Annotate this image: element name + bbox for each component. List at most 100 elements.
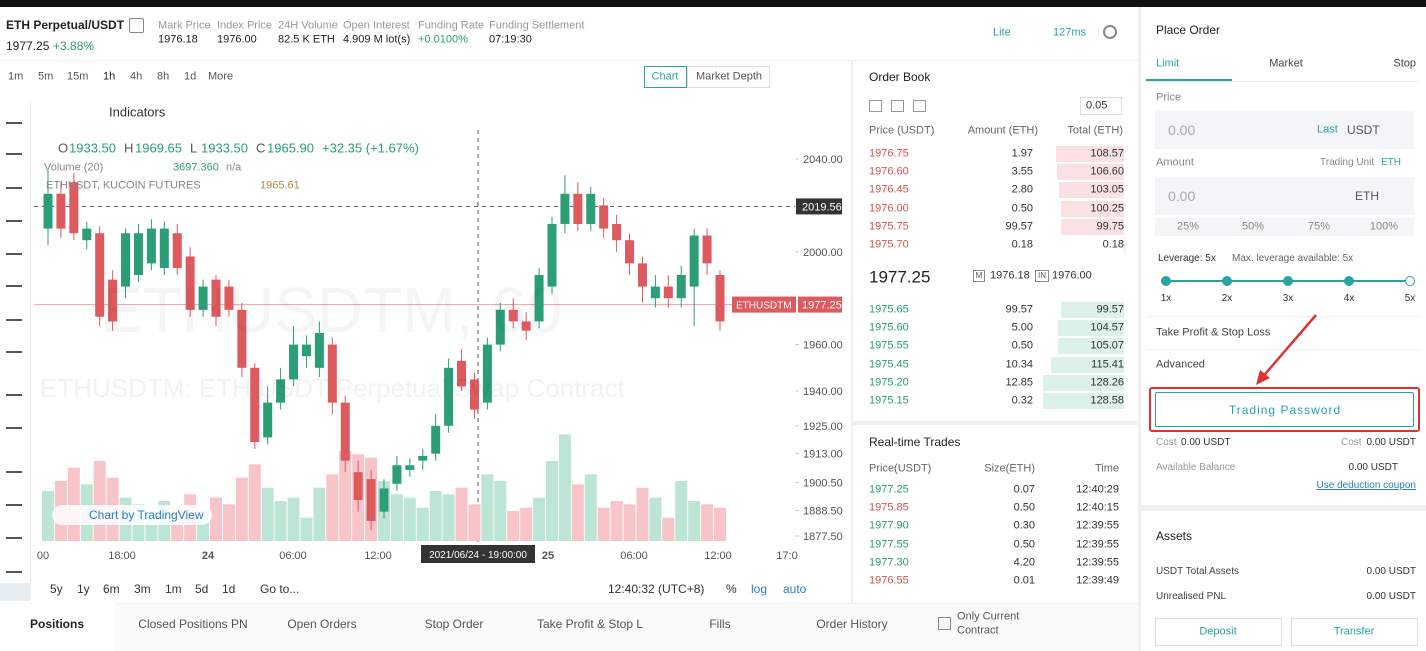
log-toggle[interactable]: log xyxy=(751,582,768,596)
ask-total: 108.57 xyxy=(1090,147,1124,160)
y-tick-label: 1940.00 xyxy=(803,386,843,398)
volume-bar xyxy=(468,504,481,541)
range[interactable]: 1y xyxy=(77,582,90,596)
arrow-head xyxy=(1256,370,1270,385)
percent[interactable]: 25% xyxy=(1176,220,1200,233)
divider xyxy=(853,421,1138,425)
index-price: 1976.00 xyxy=(1052,269,1092,282)
bid-amount: 5.00 xyxy=(1011,321,1033,334)
view-tab-active xyxy=(644,66,687,88)
volume-bar xyxy=(222,504,235,541)
ask-price: 1976.45 xyxy=(869,183,909,196)
auto-toggle[interactable]: auto xyxy=(783,582,807,596)
candle-body xyxy=(547,223,557,287)
volume-bar xyxy=(533,497,546,541)
volume-value: 3697.360 xyxy=(173,161,219,174)
bottom-tabs xyxy=(0,603,1138,651)
depth-bar xyxy=(1060,200,1124,217)
amount-input[interactable]: 0.00 xyxy=(1168,188,1196,204)
goto[interactable]: Go to... xyxy=(260,582,300,596)
bottom-tab[interactable]: Open Orders xyxy=(287,617,357,631)
indicators[interactable]: Indicators xyxy=(109,104,166,120)
bottom-tab[interactable]: Take Profit & Stop L xyxy=(536,617,644,631)
range[interactable]: 5y xyxy=(50,582,63,596)
cost-value: 0.00 USDT xyxy=(1366,437,1416,448)
tool-icon xyxy=(6,177,22,189)
panel-title: Order Book xyxy=(869,70,931,84)
tag-box xyxy=(1035,270,1049,282)
trade-size: 0.50 xyxy=(1013,501,1035,514)
depth-bar xyxy=(1057,338,1124,355)
interval[interactable]: 15m xyxy=(67,70,89,83)
tpsl-toggle[interactable]: Take Profit & Stop Loss xyxy=(1156,326,1271,339)
stat-label: Index Price xyxy=(217,19,273,32)
stat-value: 07:19:30 xyxy=(489,33,532,46)
stat-value: +0.0100% xyxy=(418,33,468,46)
order-tab[interactable]: Stop xyxy=(1393,57,1416,70)
advanced-toggle[interactable]: Advanced xyxy=(1156,358,1205,371)
stat-value: 4.909 M lot(s) xyxy=(343,33,411,46)
interval[interactable]: 1d xyxy=(184,70,197,83)
candle-body xyxy=(444,367,454,426)
transfer-label[interactable]: Transfer xyxy=(1333,625,1375,638)
last-name-box xyxy=(732,296,796,313)
interval[interactable]: 1m xyxy=(8,70,24,83)
range[interactable]: 6m xyxy=(103,582,120,596)
view-tab[interactable]: Market Depth xyxy=(695,70,763,83)
bottom-tab[interactable]: Positions xyxy=(29,617,85,631)
candle-body xyxy=(353,472,363,501)
volume-bar xyxy=(597,507,610,541)
password-button-label[interactable]: Trading Password xyxy=(1228,403,1342,417)
ohlc-key: H xyxy=(124,140,134,156)
y-tick-label: 1960.00 xyxy=(803,340,843,352)
leverage-mark: 2x xyxy=(1221,293,1233,304)
range[interactable]: 3m xyxy=(134,582,151,596)
bottom-tab[interactable]: Order History xyxy=(816,617,888,631)
trade-price: 1977.25 xyxy=(869,483,909,496)
interval[interactable]: 5m xyxy=(38,70,54,83)
mode[interactable]: Lite xyxy=(993,26,1011,39)
y-tick-label: 1888.50 xyxy=(803,505,843,517)
interval[interactable]: 4h xyxy=(130,70,143,83)
ohlc-key: O xyxy=(58,140,69,156)
view-tab[interactable]: Chart xyxy=(651,70,679,83)
order-tab[interactable]: Limit xyxy=(1156,57,1180,70)
interval[interactable]: 8h xyxy=(157,70,170,83)
interval[interactable]: More xyxy=(208,70,234,83)
mark-price: 1976.18 xyxy=(990,269,1030,282)
volume-bar xyxy=(584,474,597,541)
trade-size: 0.30 xyxy=(1013,519,1035,532)
field-label: Amount xyxy=(1156,156,1194,169)
volume-bar xyxy=(248,464,261,541)
percent[interactable]: 100% xyxy=(1369,220,1399,233)
bottom-tab[interactable]: Fills xyxy=(709,617,731,631)
candle-body xyxy=(379,488,389,512)
stat-value: 82.5 K ETH xyxy=(278,33,335,46)
percent[interactable]: 75% xyxy=(1307,220,1331,233)
percent-toggle[interactable]: % xyxy=(726,582,737,596)
coupon-link[interactable]: Use deduction coupon xyxy=(1316,480,1416,491)
volume-bar xyxy=(623,504,636,541)
trade-size: 0.07 xyxy=(1013,483,1035,496)
ohlc-key: L xyxy=(190,140,198,156)
range[interactable]: 5d xyxy=(195,582,209,596)
trading-unit-value[interactable]: ETH xyxy=(1381,157,1401,168)
symbol: ETH Perpetual/USDT xyxy=(6,18,125,32)
bottom-tab[interactable]: Stop Order xyxy=(424,617,484,631)
order-tab[interactable]: Market xyxy=(1269,57,1303,70)
volume-bar xyxy=(701,504,714,541)
interval[interactable]: 1h xyxy=(103,70,116,83)
price-input[interactable]: 0.00 xyxy=(1168,122,1196,138)
bid-price: 1975.45 xyxy=(869,358,909,371)
bottom-tab[interactable]: Closed Positions PN xyxy=(138,617,248,631)
stat-label: Mark Price xyxy=(158,19,211,32)
trade-size: 4.20 xyxy=(1013,556,1035,569)
crosshair-time-box xyxy=(421,545,535,563)
deposit-label[interactable]: Deposit xyxy=(1199,625,1237,638)
range[interactable]: 1d xyxy=(222,582,236,596)
percent[interactable]: 50% xyxy=(1241,220,1265,233)
separator xyxy=(1141,505,1426,511)
volume-bar xyxy=(675,481,688,541)
range[interactable]: 1m xyxy=(165,582,182,596)
last-button[interactable]: Last xyxy=(1317,123,1338,136)
